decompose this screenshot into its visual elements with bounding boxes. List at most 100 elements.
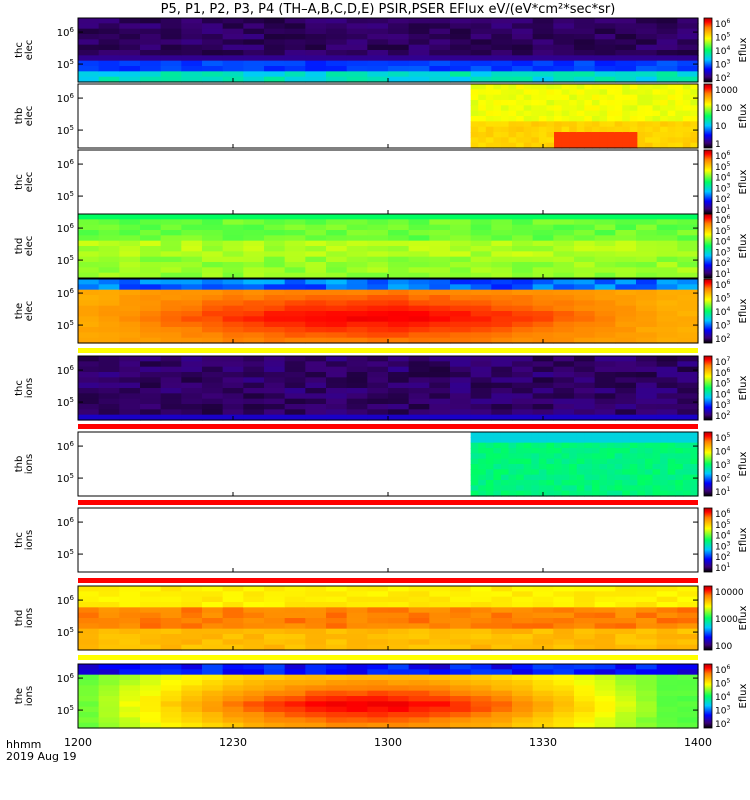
spectrogram-cell	[346, 618, 368, 624]
spectrogram-cell	[599, 121, 608, 128]
spectrogram-cell	[119, 717, 141, 724]
spectrogram-cell	[485, 116, 494, 122]
spectrogram-cell	[264, 256, 286, 263]
spectrogram-cell	[181, 712, 203, 718]
spectrogram-cell	[408, 628, 430, 635]
spectrogram-cell	[569, 485, 578, 492]
spectrogram-cell	[682, 126, 692, 133]
spectrogram-cell	[677, 230, 699, 236]
spectrogram-cell	[450, 60, 472, 67]
spectrogram-cell	[222, 664, 244, 670]
spectrogram-cell	[531, 121, 540, 128]
panel-label: ions	[24, 378, 35, 398]
spectrogram-cell	[222, 612, 244, 619]
spectrogram-cell	[326, 414, 348, 421]
spectrogram-cell	[202, 284, 224, 291]
spectrogram-cell	[181, 235, 203, 242]
spectrogram-cell	[516, 84, 525, 90]
spectrogram-cell	[119, 214, 141, 220]
spectrogram-cell	[553, 712, 575, 718]
spectrogram-cell	[450, 23, 472, 30]
spectrogram-cell	[594, 674, 616, 681]
spectrogram-cell	[264, 669, 286, 676]
spectrogram-cell	[78, 267, 100, 274]
spectrogram-cell	[284, 289, 306, 296]
spectrogram-cell	[553, 55, 575, 62]
spectrogram-cell	[667, 490, 676, 497]
spectrogram-cell	[140, 23, 162, 30]
spectrogram-cell	[160, 393, 182, 400]
spectrogram-cell	[615, 332, 637, 339]
spectrogram-cell	[429, 332, 451, 339]
spectrogram-cell	[264, 272, 286, 279]
spectrogram-cell	[78, 295, 100, 301]
spectrogram-cell	[538, 469, 548, 476]
colorbar-tick-label: 10	[715, 122, 727, 132]
spectrogram-cell	[243, 356, 265, 362]
spectrogram-cell	[532, 66, 554, 72]
spectrogram-cell	[140, 246, 162, 252]
spectrogram-cell	[119, 712, 141, 718]
spectrogram-cell	[98, 76, 120, 83]
spectrogram-cell	[202, 311, 224, 317]
spectrogram-cell	[367, 690, 389, 697]
spectrogram-cell	[243, 305, 265, 312]
spectrogram-cell	[531, 126, 540, 133]
spectrogram-cell	[408, 623, 430, 630]
spectrogram-cell	[636, 628, 658, 635]
spectrogram-cell	[512, 674, 534, 681]
spectrogram-cell	[305, 377, 327, 384]
spectrogram-cell	[554, 100, 563, 106]
spectrogram-cell	[346, 628, 368, 635]
spectrogram-cell	[644, 437, 654, 444]
spectrogram-cell	[243, 279, 265, 285]
spectrogram-cell	[594, 618, 616, 624]
spectrogram-cell	[408, 591, 430, 598]
spectrogram-cell	[98, 272, 120, 279]
spectrogram-cell	[181, 284, 203, 291]
date-label: 2019 Aug 19	[6, 750, 77, 763]
spectrogram-cell	[181, 680, 203, 686]
spectrogram-cell	[181, 356, 203, 362]
spectrogram-cell	[78, 39, 100, 46]
spectrogram-cell	[516, 453, 525, 460]
spectrogram-cell	[78, 680, 100, 686]
spectrogram-cell	[599, 132, 608, 138]
spectrogram-cell	[78, 596, 100, 603]
spectrogram-cell	[615, 66, 637, 72]
spectrogram-cell	[478, 485, 487, 492]
x-tick-label: 1230	[219, 736, 247, 749]
spectrogram-cell	[656, 639, 678, 646]
spectrogram-cell	[140, 262, 162, 268]
spectrogram-cell	[594, 377, 616, 384]
spectrogram-cell	[160, 316, 182, 323]
spectrogram-cell	[512, 690, 534, 697]
spectrogram-cell	[202, 712, 224, 718]
spectrogram-cell	[615, 591, 637, 598]
spectrogram-cell	[656, 409, 678, 416]
spectrogram-cell	[677, 690, 699, 697]
spectrogram-cell	[140, 230, 162, 236]
spectrogram-cell	[181, 404, 203, 410]
spectrogram-cell	[222, 321, 244, 328]
colorbar-tick-label: 105	[715, 378, 730, 390]
spectrogram-cell	[569, 474, 578, 481]
spectrogram-cell	[591, 480, 601, 486]
spectrogram-cell	[119, 240, 141, 247]
spectrogram-cell	[667, 116, 676, 122]
spectrogram-cell	[429, 628, 451, 635]
spectrogram-cell	[636, 289, 658, 296]
spectrogram-cell	[367, 706, 389, 713]
spectrogram-cell	[326, 382, 348, 389]
spectrogram-cell	[181, 300, 203, 307]
spectrogram-cell	[119, 674, 141, 681]
spectrogram-cell	[98, 305, 120, 312]
spectrogram-cell	[181, 66, 203, 72]
spectrogram-cell	[98, 50, 120, 56]
spectrogram-cell	[98, 361, 120, 368]
spectrogram-cell	[305, 337, 327, 344]
spectrogram-cell	[574, 71, 596, 78]
spectrogram-cell	[429, 34, 451, 40]
spectrogram-cell	[388, 332, 410, 339]
spectrogram-cell	[450, 628, 472, 635]
